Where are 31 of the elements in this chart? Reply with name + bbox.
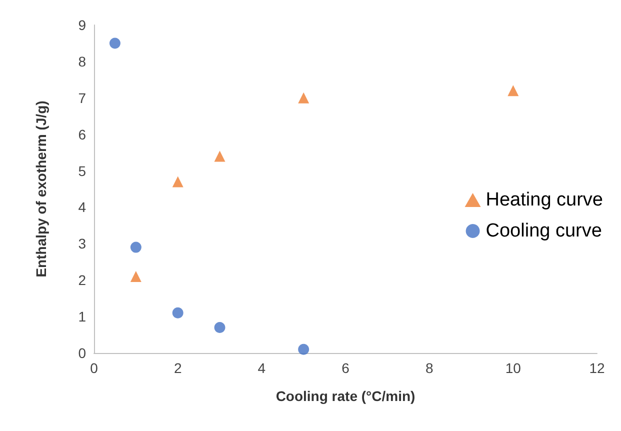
x-tick-label: 10 <box>505 360 522 376</box>
y-tick-label: 3 <box>78 236 86 252</box>
legend-label: Heating curve <box>486 190 604 210</box>
point <box>130 270 142 282</box>
point <box>172 176 184 188</box>
point <box>298 344 310 355</box>
legend-label: Cooling curve <box>486 220 602 242</box>
point <box>172 307 184 318</box>
y-tick-label: 6 <box>78 126 86 142</box>
point <box>214 322 226 333</box>
y-tick-label: 7 <box>78 90 86 106</box>
x-tick-label: 2 <box>174 360 182 376</box>
x-tick-label: 12 <box>589 360 605 376</box>
y-tick-label: 4 <box>78 199 86 216</box>
x-tick-label: 4 <box>258 360 266 376</box>
y-tick-label: 0 <box>78 345 86 361</box>
x-tick-label: 6 <box>342 360 350 376</box>
point <box>508 85 519 96</box>
point <box>214 150 226 162</box>
point <box>130 242 142 253</box>
y-tick-label: 1 <box>78 308 86 325</box>
y-tick-label: 8 <box>78 53 86 70</box>
point <box>298 92 310 104</box>
y-tick-label: 5 <box>78 162 86 179</box>
y-tick-label: 2 <box>78 272 86 288</box>
x-axis-title: Cooling rate (°C/min) <box>276 388 416 404</box>
point <box>109 38 120 49</box>
x-tick-label: 8 <box>425 360 434 376</box>
y-tick-label: 9 <box>78 17 86 33</box>
y-axis-title: Enthalpy of exotherm (J/g) <box>33 100 49 278</box>
x-tick-label: 0 <box>90 360 98 376</box>
